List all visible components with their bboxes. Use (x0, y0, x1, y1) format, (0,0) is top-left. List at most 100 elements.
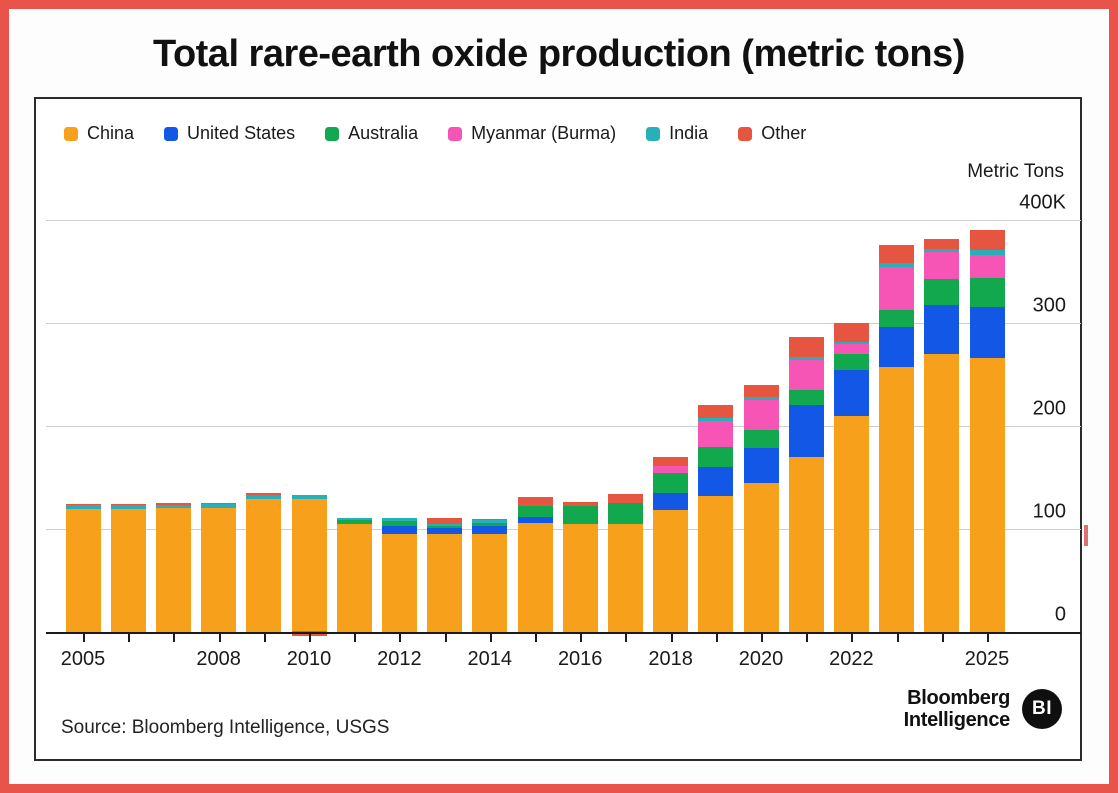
bar-segment-2022-australia (833, 353, 869, 371)
y-tick-label-200: 200 (1032, 397, 1066, 420)
bar-segment-2017-china (607, 523, 643, 632)
x-tick-mark-2021 (806, 634, 809, 642)
x-tick-mark-2017 (625, 634, 628, 642)
chart-title: Total rare-earth oxide production (metri… (153, 33, 965, 75)
bar-segment-2021-myanmar-burma- (788, 360, 824, 390)
bar-2020 (743, 99, 779, 759)
x-tick-label-2008: 2008 (196, 648, 241, 670)
brand-logo-line1: Bloomberg (907, 687, 1010, 709)
legend-label: Other (761, 123, 807, 143)
bar-segment-2021-india (788, 356, 824, 361)
bar-2011 (336, 99, 372, 759)
bar-segment-2018-other (653, 456, 689, 467)
bar-segment-2013-other (427, 517, 463, 524)
legend-swatch-icon (738, 126, 753, 141)
legend: China United States Australia Myanmar (Burm… (64, 123, 806, 144)
legend-swatch-icon (164, 126, 179, 141)
bar-segment-2022-other (833, 323, 869, 342)
x-tick-label-2022: 2022 (829, 648, 874, 670)
bar-segment-2024-china (924, 353, 960, 632)
bar-segment-2018-myanmar-burma- (653, 466, 689, 474)
y-tick-label-400k: 400K (1019, 191, 1066, 214)
x-tick-mark-2019 (715, 634, 718, 642)
bar-segment-2025-other (969, 230, 1005, 250)
bar-segment-2024-india (924, 248, 960, 252)
bar-segment-2020-india (743, 397, 779, 401)
bar-segment-2017-australia (607, 503, 643, 524)
legend-swatch-icon (325, 126, 340, 141)
bar-segment-2011-australia (336, 519, 372, 524)
x-tick-mark-2023 (896, 634, 899, 642)
bar-segment-2019-united-states (698, 467, 734, 497)
bar-segment-2014-united-states (472, 525, 508, 535)
chart-panel: China United States Australia Myanmar (Burm… (34, 97, 1082, 761)
x-tick-mark-2007 (173, 634, 176, 642)
bar-segment-2006-india (110, 505, 146, 510)
bar-segment-2025-united-states (969, 306, 1005, 359)
bar-segment-2012-australia (381, 520, 417, 526)
bar-segment-2016-other (562, 502, 598, 507)
legend-item-other: Other (738, 123, 806, 144)
bar-segment-2021-australia (788, 389, 824, 406)
y-tick-label-100: 100 (1032, 500, 1066, 523)
x-tick-label-2025: 2025 (964, 648, 1010, 670)
bar-segment-2021-china (788, 456, 824, 632)
x-tick-mark-2020 (761, 634, 763, 642)
y-axis-unit-label: Metric Tons (967, 161, 1064, 182)
bar-2024 (924, 99, 960, 759)
y-tick-label-300: 300 (1032, 294, 1066, 317)
legend-item-myanmar-burma-: Myanmar (Burma) (448, 123, 616, 144)
x-tick-label-2016: 2016 (557, 648, 603, 670)
bar-segment-2013-australia (427, 525, 463, 528)
legend-item-china: China (64, 123, 134, 144)
bar-segment-2016-china (562, 523, 598, 632)
legend-label: Myanmar (Burma) (471, 123, 617, 143)
brand-logo: Bloomberg Intelligence BI (904, 687, 1062, 731)
bar-2018 (653, 99, 689, 759)
bar-segment-2024-united-states (924, 305, 960, 354)
bar-segment-2023-united-states (879, 327, 915, 368)
bar-segment-2018-china (653, 510, 689, 632)
x-tick-mark-2014 (489, 634, 492, 642)
bar-segment-2022-china (833, 415, 869, 632)
bar-segment-2006-other (110, 504, 146, 506)
bar-segment-2005-other (65, 504, 101, 506)
bar-segment-2009-china (246, 499, 282, 632)
bar-segment-2015-china (517, 522, 553, 632)
legend-label: China (87, 123, 135, 143)
bar-segment-2014-china (472, 534, 508, 632)
x-tick-mark-2022 (851, 634, 854, 642)
gridline-200 (46, 426, 1081, 427)
x-tick-mark-2011 (354, 634, 357, 642)
gridline-300 (46, 323, 1081, 324)
bar-segment-2007-china (155, 508, 191, 632)
bar-segment-2024-other (924, 238, 960, 249)
bar-segment-2023-australia (879, 309, 915, 328)
bar-2008 (201, 99, 237, 759)
source-note: Source: Bloomberg Intelligence, USGS (61, 717, 390, 738)
bar-segment-2019-myanmar-burma- (698, 420, 734, 447)
legend-label: Australia (348, 123, 419, 143)
bar-2021 (788, 99, 824, 759)
gridline-400 (46, 220, 1081, 221)
bar-2006 (110, 99, 146, 759)
x-tick-mark-2005 (83, 634, 85, 642)
x-tick-label-2010: 2010 (286, 648, 332, 670)
legend-swatch-icon (646, 126, 661, 141)
bar-segment-2007-other (155, 503, 191, 506)
bar-segment-2020-myanmar-burma- (743, 400, 779, 431)
bar-segment-2006-china (110, 509, 146, 632)
bar-segment-2011-india (336, 517, 372, 520)
bar-segment-2014-australia (472, 522, 508, 526)
x-tick-label-2014: 2014 (467, 648, 513, 670)
x-tick-label-2018: 2018 (648, 648, 693, 670)
x-tick-label-2020: 2020 (738, 648, 784, 670)
bar-segment-2024-australia (924, 278, 960, 306)
bar-segment-2018-australia (653, 473, 689, 493)
bar-segment-2022-united-states (833, 370, 869, 416)
bar-segment-2025-india (969, 249, 1005, 255)
brand-logo-line2: Intelligence (903, 709, 1011, 731)
bar-segment-2022-myanmar-burma- (833, 343, 869, 354)
bar-segment-2019-india (698, 417, 734, 421)
